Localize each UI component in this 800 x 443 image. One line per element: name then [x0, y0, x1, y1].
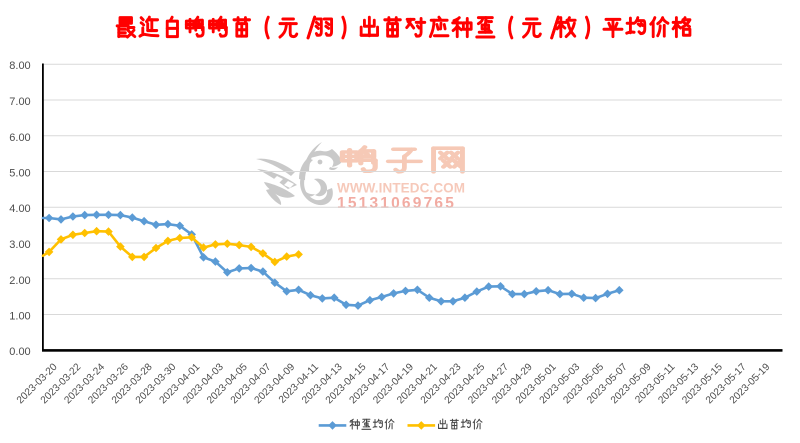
svg-text:15131069765: 15131069765: [337, 195, 456, 212]
svg-text:4.00: 4.00: [9, 203, 30, 215]
svg-text:1.00: 1.00: [9, 311, 30, 323]
svg-text:3.00: 3.00: [9, 239, 30, 251]
svg-text:6.00: 6.00: [9, 132, 30, 144]
svg-text:0.00: 0.00: [9, 346, 30, 358]
svg-text:5.00: 5.00: [9, 168, 30, 180]
svg-text:7.00: 7.00: [9, 96, 30, 108]
svg-text:WWW.INTEDC.COM: WWW.INTEDC.COM: [337, 181, 465, 196]
svg-text:2.00: 2.00: [9, 275, 30, 287]
svg-text:8.00: 8.00: [9, 60, 30, 72]
